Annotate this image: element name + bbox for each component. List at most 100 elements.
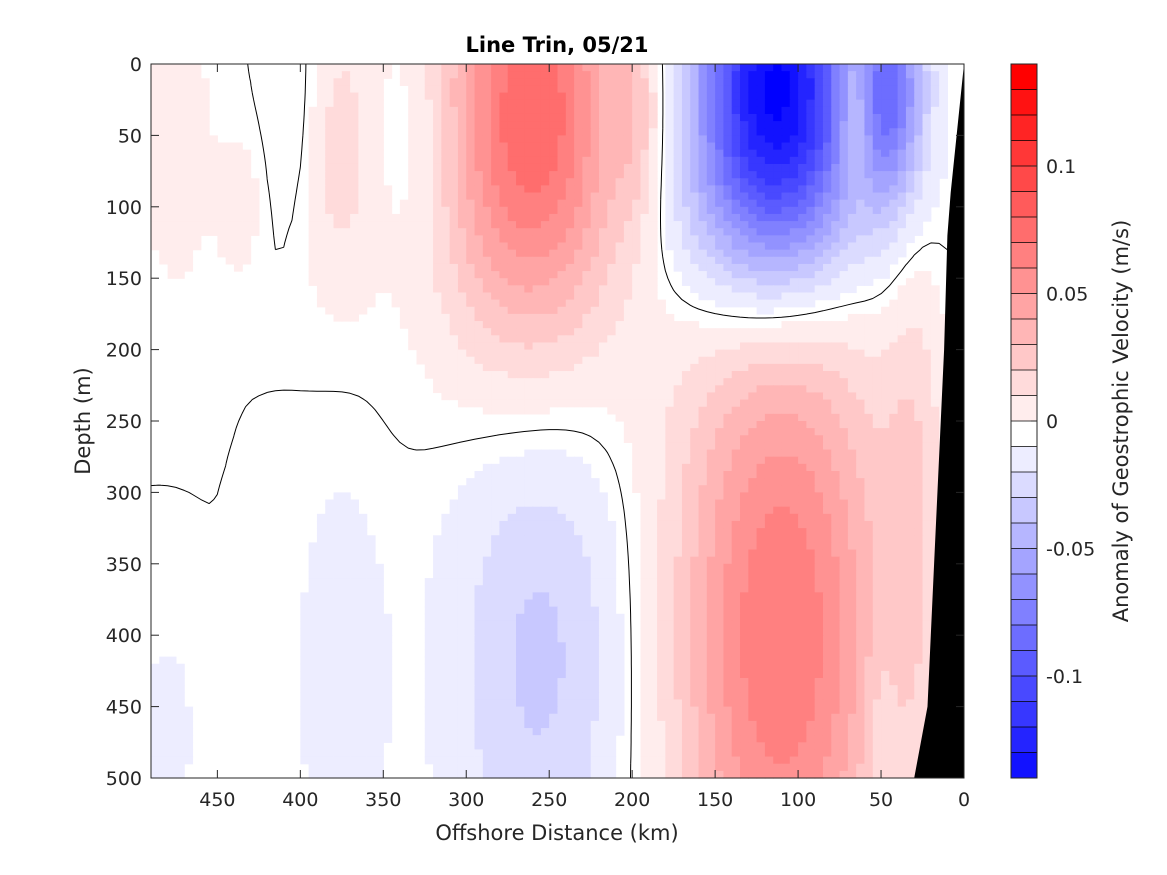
contour-cell — [930, 306, 940, 315]
contour-cell — [549, 213, 559, 222]
contour-cell — [457, 321, 467, 329]
contour-cell — [930, 421, 940, 429]
contour-cell — [433, 206, 442, 215]
contour-cell — [897, 306, 907, 315]
contour-cell — [740, 271, 749, 279]
contour-cell — [474, 156, 484, 165]
contour-cell — [499, 463, 509, 472]
contour-cell — [665, 499, 675, 508]
contour-cell — [524, 513, 534, 522]
contour-cell — [673, 485, 683, 493]
contour-cell — [640, 213, 650, 222]
contour-cell — [491, 242, 501, 251]
contour-cell — [665, 135, 675, 144]
contour-cell — [549, 478, 559, 486]
contour-cell — [806, 542, 816, 551]
contour-cell — [441, 335, 451, 344]
contour-cell — [822, 199, 832, 208]
contour-cell — [623, 199, 633, 208]
contour-cell — [831, 113, 841, 122]
contour-cell — [847, 228, 857, 236]
contour-cell — [433, 128, 442, 136]
contour-cell — [209, 206, 218, 215]
contour-cell — [847, 156, 857, 165]
contour-cell — [723, 213, 733, 222]
contour-cell — [822, 64, 832, 72]
contour-cell — [773, 213, 783, 222]
contour-cell — [574, 278, 583, 286]
contour-cell — [681, 563, 691, 572]
contour-cell — [366, 535, 376, 543]
contour-cell — [565, 328, 575, 336]
contour-cell — [582, 92, 592, 101]
contour-cell — [366, 249, 376, 258]
contour-cell — [806, 535, 816, 543]
contour-cell — [557, 313, 567, 322]
contour-cell — [532, 142, 542, 151]
contour-cell — [814, 142, 824, 151]
contour-cell — [466, 520, 476, 529]
contour-cell — [358, 299, 368, 308]
contour-cell — [648, 356, 658, 365]
contour-cell — [333, 178, 343, 186]
contour-cell — [872, 85, 882, 94]
contour-cell — [532, 506, 542, 515]
contour-cell — [433, 242, 442, 251]
contour-cell — [673, 85, 683, 94]
contour-cell — [209, 135, 218, 144]
contour-cell — [574, 149, 583, 158]
contour-cell — [881, 356, 890, 365]
contour-cell — [939, 342, 949, 351]
contour-cell — [540, 178, 550, 186]
contour-cell — [632, 149, 642, 158]
contour-cell — [731, 221, 741, 229]
contour-cell — [798, 563, 807, 572]
contour-cell — [333, 556, 343, 565]
contour-cell — [640, 578, 650, 586]
contour-cell — [416, 263, 426, 272]
contour-cell — [557, 213, 567, 222]
contour-cell — [565, 71, 575, 79]
contour-cell — [482, 492, 492, 501]
contour-cell — [764, 435, 774, 444]
contour-cell — [648, 442, 658, 451]
contour-cell — [914, 99, 924, 108]
contour-cell — [731, 292, 741, 301]
contour-cell — [798, 535, 807, 543]
contour-cell — [598, 570, 608, 579]
contour-cell — [905, 228, 915, 236]
contour-cell — [847, 385, 857, 394]
contour-cell — [167, 256, 177, 265]
contour-cell — [192, 235, 202, 244]
contour-cell — [789, 570, 799, 579]
contour-cell — [881, 563, 890, 572]
contour-cell — [864, 313, 874, 322]
contour-cell — [864, 349, 874, 358]
contour-cell — [889, 406, 899, 415]
contour-cell — [872, 506, 882, 515]
contour-cell — [491, 199, 501, 208]
contour-cell — [590, 292, 600, 301]
contour-cell — [756, 399, 766, 408]
contour-cell — [565, 478, 575, 486]
contour-cell — [881, 106, 890, 115]
contour-cell — [872, 106, 882, 115]
contour-cell — [864, 542, 874, 551]
contour-cell — [723, 199, 733, 208]
contour-cell — [773, 349, 783, 358]
contour-cell — [905, 306, 915, 315]
contour-cell — [549, 192, 559, 201]
contour-cell — [308, 213, 318, 222]
contour-cell — [681, 478, 691, 486]
contour-cell — [872, 449, 882, 458]
contour-cell — [665, 192, 675, 201]
contour-cell — [864, 263, 874, 272]
contour-cell — [856, 492, 866, 501]
contour-cell — [507, 328, 517, 336]
contour-cell — [167, 163, 177, 172]
contour-cell — [192, 185, 202, 194]
contour-cell — [781, 228, 791, 236]
contour-cell — [814, 385, 824, 394]
contour-cell — [574, 342, 583, 351]
contour-cell — [922, 285, 932, 294]
